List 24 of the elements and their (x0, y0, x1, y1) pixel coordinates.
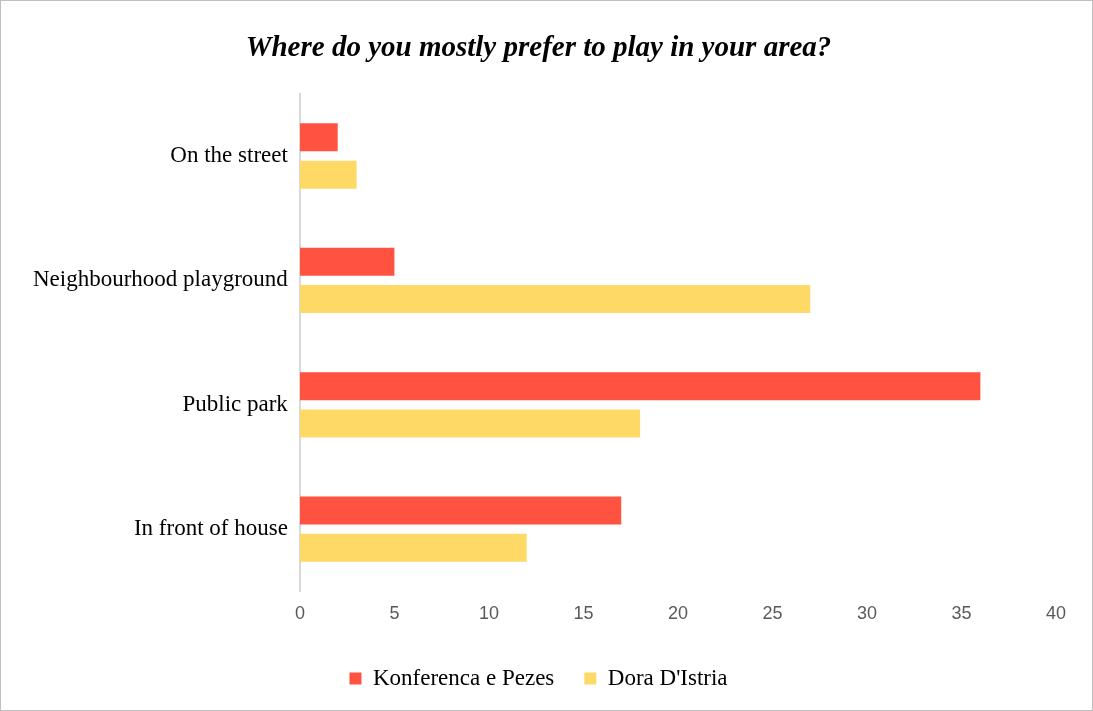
bar (299, 533, 527, 562)
legend-label: Konferenca e Pezes (372, 664, 555, 690)
x-tick-label: 40 (1045, 603, 1067, 624)
x-tick-label: 10 (478, 603, 499, 624)
bar (299, 123, 338, 152)
x-tick-label: 30 (856, 603, 877, 624)
x-tick-label: 5 (389, 603, 400, 624)
legend-label: Dora D'Istria (607, 664, 728, 690)
bar (299, 247, 395, 276)
y-tick-label: In front of house (133, 515, 288, 541)
bar (299, 160, 357, 189)
bar (299, 285, 811, 314)
x-tick-label: 15 (573, 603, 594, 624)
x-tick-label: 20 (667, 603, 688, 624)
y-tick-label: Public park (182, 390, 289, 416)
x-tick-label: 0 (294, 603, 305, 624)
bar (299, 496, 622, 525)
y-tick-label: Neighbourhood playground (32, 266, 289, 292)
x-tick-label: 25 (762, 603, 783, 624)
x-tick-label: 35 (951, 603, 972, 624)
chart-title: Where do you mostly prefer to play in your area? (245, 29, 832, 62)
bar (299, 409, 641, 438)
y-tick-label: On the street (170, 142, 289, 168)
bar (299, 372, 981, 401)
